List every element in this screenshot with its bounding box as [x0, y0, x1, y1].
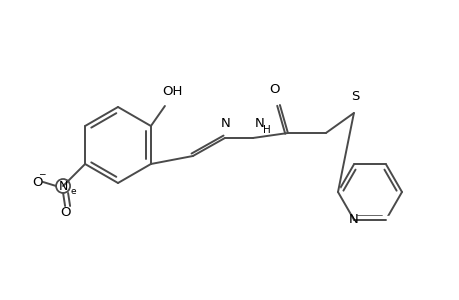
- Text: H: H: [263, 125, 270, 135]
- Text: O: O: [60, 206, 70, 218]
- Text: OH: OH: [162, 85, 183, 98]
- Text: N: N: [221, 117, 230, 130]
- Text: N: N: [254, 117, 264, 130]
- Text: N: N: [348, 213, 358, 226]
- Text: O: O: [32, 176, 42, 188]
- Text: S: S: [350, 90, 358, 103]
- Text: −: −: [38, 169, 46, 178]
- Text: N: N: [58, 179, 67, 193]
- Text: e: e: [70, 187, 76, 196]
- Text: O: O: [269, 83, 280, 96]
